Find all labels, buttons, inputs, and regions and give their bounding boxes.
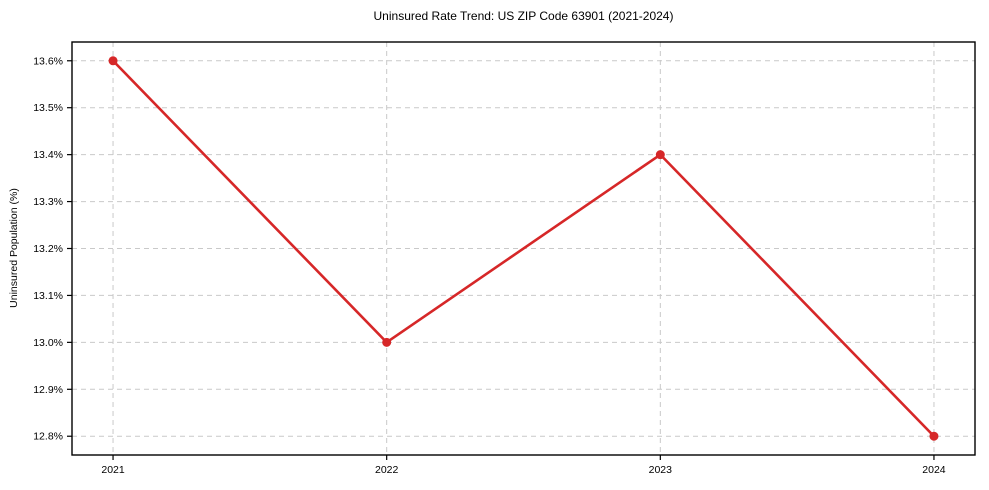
data-point-marker [382,337,392,347]
data-point-marker [108,56,118,66]
data-point-marker [655,150,665,160]
y-tick-label: 13.6% [33,55,63,67]
y-tick-label: 13.0% [33,337,63,349]
y-tick-label: 13.2% [33,243,63,255]
y-tick-label: 13.3% [33,196,63,208]
y-tick-label: 12.8% [33,431,63,443]
y-tick-label: 13.4% [33,149,63,161]
trend-line [111,59,936,438]
x-tick-label: 2022 [375,464,399,476]
chart-title: Uninsured Rate Trend: US ZIP Code 63901 … [373,9,674,23]
y-tick-label: 13.5% [33,102,63,114]
x-tick-label: 2021 [101,464,125,476]
data-point-marker [929,431,939,441]
x-tick-label: 2024 [922,464,946,476]
y-tick-label: 13.1% [33,290,63,302]
y-tick-label: 12.9% [33,384,63,396]
x-tick-label: 2023 [649,464,673,476]
